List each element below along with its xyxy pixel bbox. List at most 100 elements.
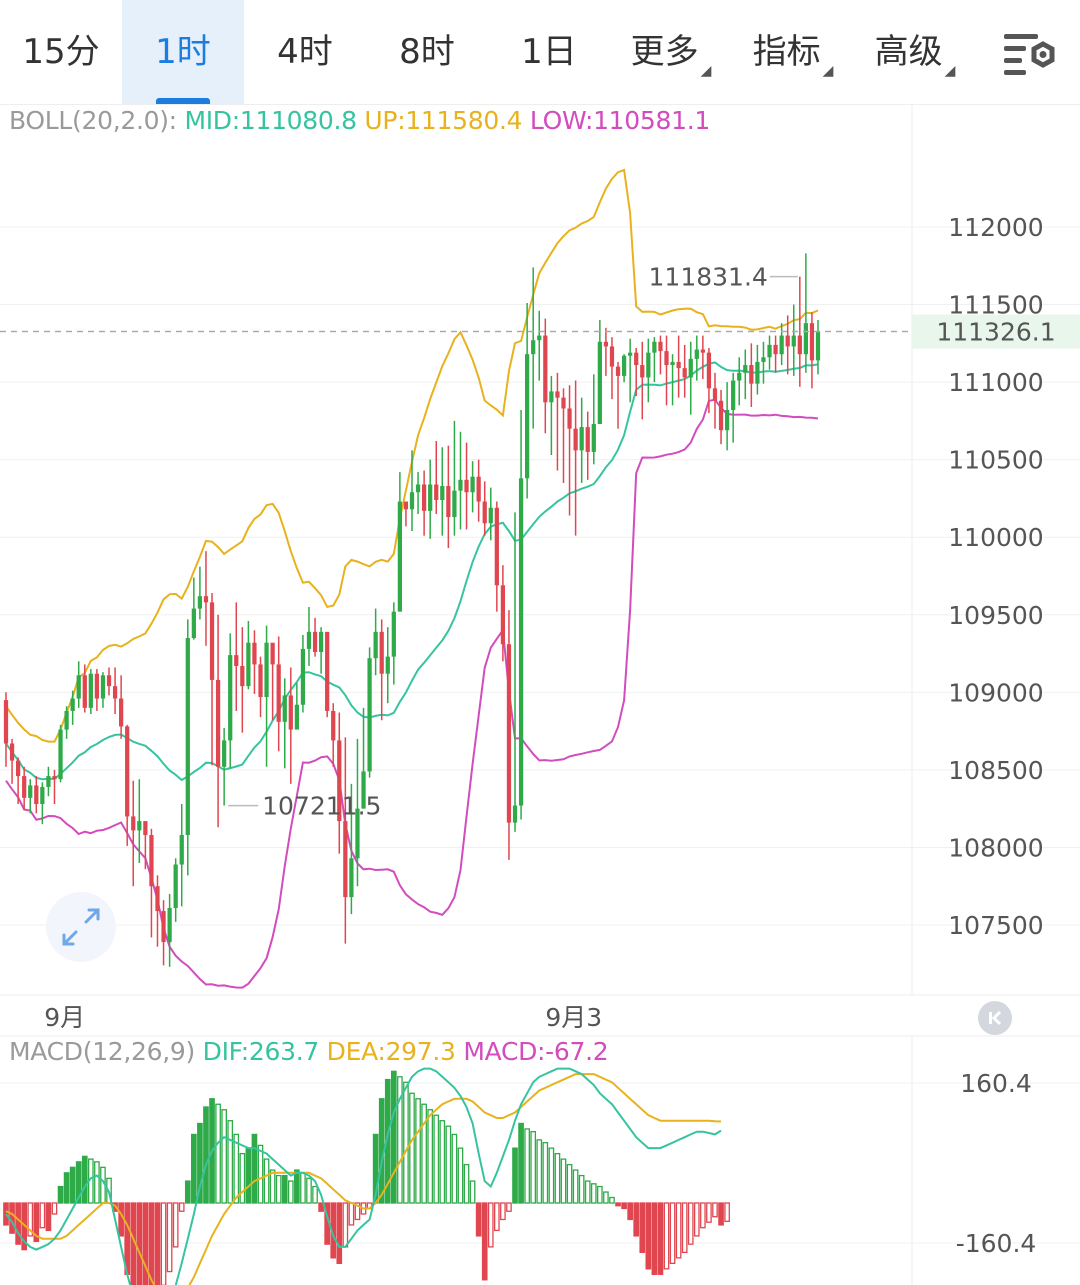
boll-indicator-name: BOLL(20,2.0): <box>9 106 177 135</box>
tab-1[interactable]: 1时 <box>122 0 244 104</box>
macd-histogram-bar <box>724 1202 730 1223</box>
macd-histogram-bar <box>390 1070 397 1204</box>
candle-body <box>791 335 796 347</box>
price-tick-label: 109000 <box>948 678 1043 707</box>
macd-histogram-bar <box>136 1202 143 1285</box>
candle-body <box>712 388 718 401</box>
tab-2[interactable]: 4时 <box>244 0 366 104</box>
candle-body <box>785 335 790 347</box>
candle-body <box>664 351 669 366</box>
chart-settings-icon[interactable] <box>1002 30 1058 76</box>
candle-body <box>70 698 75 711</box>
candle-body <box>34 785 39 805</box>
macd-histogram-bar <box>481 1202 488 1281</box>
candle-body <box>331 710 336 741</box>
candle-body <box>446 486 451 518</box>
macd-histogram-bar <box>239 1152 246 1204</box>
candle-body <box>106 675 112 687</box>
candle-body <box>670 361 675 366</box>
macd-histogram-bar <box>597 1185 603 1204</box>
macd-histogram-bar <box>627 1202 633 1221</box>
candle-body <box>131 816 136 831</box>
candle-body <box>252 642 257 665</box>
boll-lower-line <box>5 398 819 989</box>
candle-body <box>149 835 154 887</box>
candle-body <box>634 352 639 366</box>
current-price-tag <box>912 314 1080 349</box>
candle-body <box>506 644 512 823</box>
candle-body <box>421 484 427 511</box>
candle-body <box>743 365 748 373</box>
tab-label: 8时 <box>399 32 455 72</box>
candle-body <box>718 400 724 431</box>
candle-body <box>391 611 396 657</box>
candle-body <box>64 710 69 730</box>
macd-histogram-bar <box>433 1114 440 1204</box>
candle-body <box>724 410 730 431</box>
macd-histogram-bar <box>221 1109 227 1204</box>
price-tick-label: 108000 <box>948 833 1043 862</box>
expand-arrows-icon[interactable] <box>46 892 116 962</box>
tab-5[interactable]: 更多 ◢ <box>610 0 732 104</box>
time-tick-label: 9月3 <box>545 1003 602 1032</box>
macd-dea-line <box>5 1073 722 1285</box>
dropdown-triangle-icon: ◢ <box>944 63 956 79</box>
boll-up-value: UP:111580.4 <box>364 106 523 135</box>
candle-body <box>143 821 148 836</box>
tab-label: 15分 <box>22 32 100 72</box>
tab-0[interactable]: 15分 <box>0 0 122 104</box>
tab-7[interactable]: 高级 ◢ <box>854 0 976 104</box>
candle-body <box>58 729 63 780</box>
candle-body <box>809 323 815 361</box>
candle-body <box>300 648 306 705</box>
tab-6[interactable]: 指标 ◢ <box>732 0 854 104</box>
candle-body <box>585 427 590 452</box>
candle-body <box>3 700 9 744</box>
macd-histogram-bar <box>318 1202 324 1212</box>
macd-histogram-bar <box>342 1202 349 1248</box>
macd-histogram-bar <box>27 1202 34 1237</box>
candle-body <box>397 501 403 612</box>
candle-body <box>561 397 566 409</box>
candle-body <box>409 492 415 510</box>
candle-body <box>694 349 699 359</box>
macd-histogram-bar <box>603 1191 609 1204</box>
candle-body <box>458 479 463 491</box>
tab-4[interactable]: 1日 <box>488 0 610 104</box>
candle-body <box>440 486 445 500</box>
candle-body <box>312 631 318 653</box>
macd-histogram-bar <box>233 1133 240 1204</box>
macd-histogram-bar <box>706 1202 712 1223</box>
candle-body <box>161 911 166 943</box>
tab-3[interactable]: 8时 <box>366 0 488 104</box>
macd-histogram-bar <box>675 1202 682 1259</box>
candle-body <box>234 655 239 666</box>
candle-body <box>82 675 87 708</box>
price-tick-label: 111000 <box>948 368 1043 397</box>
macd-histogram-bar <box>457 1147 464 1204</box>
tab-label: 指标 <box>752 32 821 72</box>
macd-histogram-bar <box>15 1202 21 1245</box>
candle-body <box>173 864 178 908</box>
macd-histogram-bar <box>487 1202 494 1248</box>
candle-body <box>379 631 384 674</box>
macd-dif-value: DIF:263.7 <box>202 1037 320 1066</box>
candle-body <box>755 361 760 384</box>
candle-body <box>815 330 821 361</box>
macd-histogram-bar <box>215 1103 221 1204</box>
macd-histogram-bar <box>397 1076 403 1204</box>
candle-body <box>112 686 118 699</box>
candle-body <box>434 484 439 500</box>
candle-body <box>28 785 33 798</box>
candle-body <box>76 675 81 699</box>
price-tick-label: 110500 <box>948 446 1043 475</box>
boll-legend: BOLL(20,2.0): MID:111080.8 UP:111580.4 L… <box>9 106 710 135</box>
candle-body <box>361 771 366 809</box>
time-tick-label: 9月 <box>44 1003 85 1032</box>
candle-body <box>179 835 184 865</box>
skip-back-icon[interactable] <box>978 1001 1012 1035</box>
macd-histogram-bar <box>681 1202 688 1254</box>
candle-body <box>276 664 281 722</box>
low-price-label: 107211.5 <box>262 792 381 821</box>
